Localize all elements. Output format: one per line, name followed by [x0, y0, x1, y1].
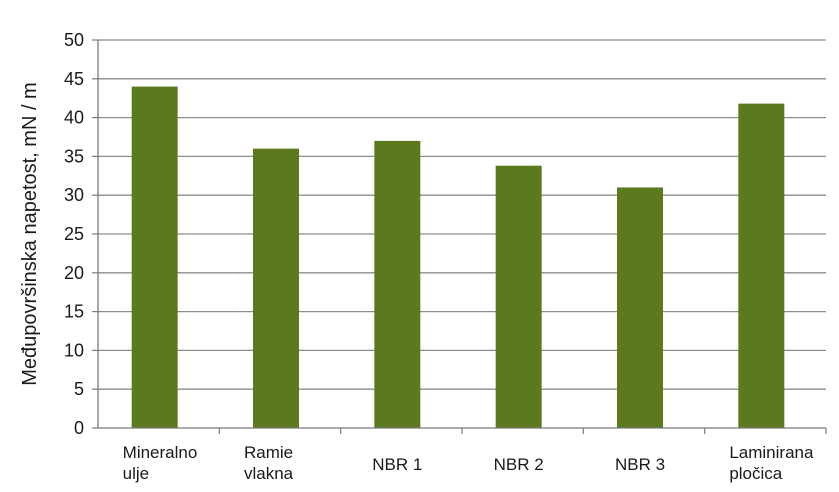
x-category-label: NBR 2: [494, 455, 544, 474]
y-tick-label: 40: [64, 108, 84, 128]
bar: [495, 165, 542, 428]
x-category-label: Mineralno ulje: [123, 443, 198, 483]
y-tick-label: 0: [74, 418, 84, 438]
y-tick-label: 5: [74, 379, 84, 399]
bar: [738, 103, 785, 428]
y-tick-label: 30: [64, 185, 84, 205]
y-axis-title: Međupovršinska napetost, mN / m: [19, 82, 41, 385]
x-category-label: NBR 3: [615, 455, 665, 474]
y-tick-label: 20: [64, 263, 84, 283]
gridlines: [98, 39, 826, 390]
y-tick-label: 35: [64, 146, 84, 166]
axes: [92, 39, 827, 434]
bars: [131, 86, 785, 428]
y-tick-label: 50: [64, 30, 84, 50]
x-category-label: Ramie vlakna: [244, 443, 294, 483]
x-category-labels: Mineralno ulje Ramie vlakna NBR 1 NBR 2 NBR 3 L…: [123, 443, 814, 483]
x-category-label: NBR 1: [372, 455, 422, 474]
bar: [131, 86, 178, 428]
y-tick-label: 10: [64, 340, 84, 360]
y-tick-label: 25: [64, 224, 84, 244]
y-tick-labels: 0 5 10 15 20 25 30 35 40 45 50: [64, 30, 84, 438]
x-category-label: Laminirana pločica: [729, 443, 814, 483]
bar: [253, 148, 299, 428]
y-tick-label: 45: [64, 69, 84, 89]
bar: [374, 140, 421, 428]
bar: [617, 187, 663, 428]
y-tick-label: 15: [64, 302, 84, 322]
